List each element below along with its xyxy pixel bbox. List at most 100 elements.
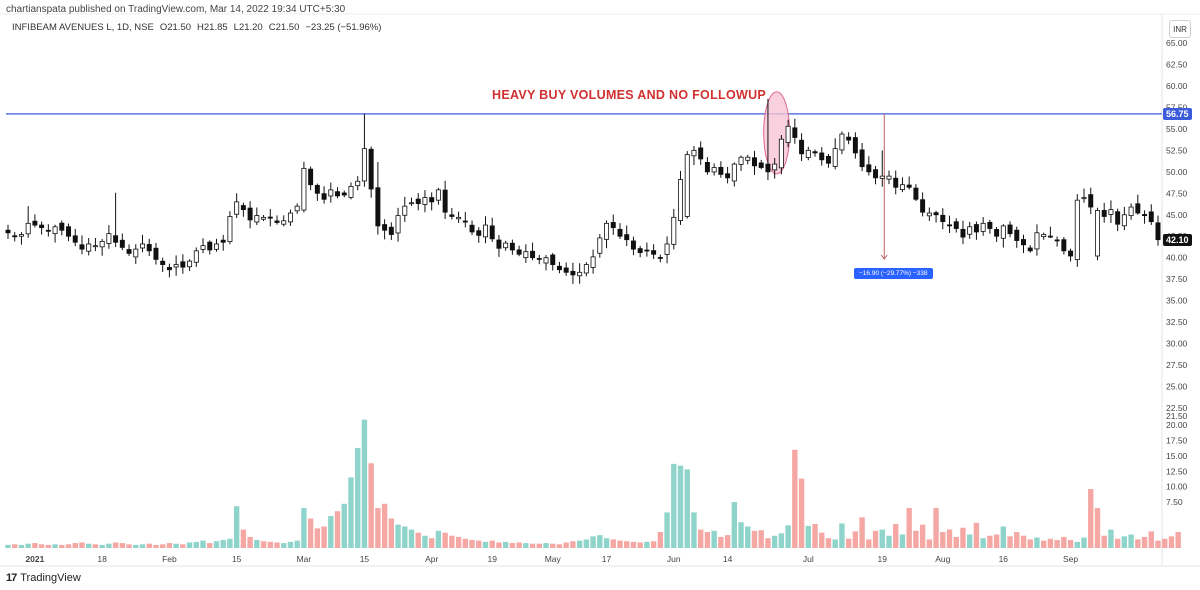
volume-bar [1094, 508, 1101, 548]
candle-body [99, 240, 105, 248]
annotation-text[interactable]: HEAVY BUY VOLUMES AND NO FOLLOWUP [492, 88, 767, 102]
candle-body [180, 261, 186, 268]
candle-body [1047, 235, 1053, 238]
candle-body [348, 186, 354, 198]
candle-body [859, 149, 865, 168]
candle-body [247, 207, 253, 221]
volume-bar [946, 529, 953, 548]
candle-body [926, 212, 932, 217]
volume-bar [718, 536, 724, 548]
volume-bar [247, 536, 253, 548]
price-tick-label: 50.00 [1166, 167, 1188, 177]
measure-label[interactable]: −16.90 (−29.77%) −338 [854, 268, 933, 279]
candle-body [39, 224, 45, 229]
symbol-legend[interactable]: INFIBEAM AVENUES L, 1D, NSE O21.50 H21.85 L… [12, 22, 387, 33]
candle-body [409, 202, 414, 205]
volume-bar [1121, 536, 1128, 548]
candle-body [106, 233, 112, 244]
volume-bar [1014, 532, 1020, 548]
candle-body [462, 220, 468, 223]
volume-bar [832, 539, 838, 548]
candle-body [301, 167, 307, 211]
time-tick-label: Mar [297, 554, 312, 564]
volume-bar [590, 536, 596, 548]
volume-tick-label: 10.00 [1166, 482, 1188, 492]
time-tick-label: 19 [487, 554, 497, 564]
volume-tick-label: 17.50 [1166, 436, 1188, 446]
volume-bar [476, 540, 482, 548]
volume-bar [25, 543, 31, 548]
candle-body [72, 235, 78, 243]
volume-bar [5, 544, 11, 548]
published-by-text: chartianspata published on TradingView.c… [6, 4, 346, 15]
volume-bar [267, 541, 273, 548]
volume-bar [220, 540, 226, 548]
volume-bar [38, 544, 45, 548]
candle-body [240, 205, 246, 211]
candle-body [294, 205, 300, 212]
volume-bar [1108, 529, 1114, 548]
candle-body [153, 247, 159, 260]
candle-body [792, 127, 798, 138]
candle-body [45, 229, 51, 232]
volume-bar [987, 535, 993, 548]
candle-body [516, 249, 522, 255]
candle-body [543, 257, 549, 264]
volume-bar [193, 541, 199, 548]
measure-arrow [880, 254, 888, 260]
volume-bar [765, 538, 771, 548]
volume-bar [812, 524, 818, 548]
volume-bar [301, 508, 307, 548]
candle-body [86, 243, 92, 252]
volume-bar [523, 543, 529, 548]
tradingview-logo[interactable]: 17 TradingView [6, 572, 81, 584]
price-tick-label: 62.50 [1166, 59, 1188, 69]
candle-body [785, 125, 791, 143]
volume-bar [489, 540, 495, 548]
volume-bars [5, 419, 1181, 548]
volume-bar [281, 543, 287, 548]
volume-bar [173, 543, 179, 548]
price-tick-label: 32.50 [1166, 317, 1188, 327]
candle-body [886, 175, 892, 180]
candle-body [388, 226, 394, 235]
volume-bar [805, 525, 811, 548]
volume-tick-label: 20.00 [1166, 420, 1188, 430]
price-tick-label: 30.00 [1166, 339, 1188, 349]
candle-body [873, 169, 879, 179]
price-tick-label: 22.50 [1166, 403, 1188, 413]
candle-body [267, 216, 273, 219]
volume-bar [745, 526, 751, 548]
candle-body [52, 226, 58, 234]
candle-body [79, 244, 85, 250]
volume-bar [785, 525, 791, 548]
candle-body [200, 245, 206, 250]
time-tick-label: 18 [97, 554, 107, 564]
volume-bar [1162, 538, 1168, 548]
candle-body [483, 224, 488, 238]
volume-bar [388, 518, 395, 548]
candle-body [92, 245, 98, 248]
volume-bar [207, 543, 213, 548]
candle-body [651, 250, 657, 255]
candle-body [765, 163, 771, 173]
candle-body [254, 215, 260, 223]
currency-button[interactable]: INR [1169, 20, 1191, 38]
candle-body [213, 243, 219, 250]
volume-bar [691, 512, 697, 548]
candle-body [113, 235, 119, 243]
volume-bar [65, 544, 72, 548]
candle-body [563, 267, 569, 273]
volume-bar [1027, 539, 1033, 548]
price-tick-label: 27.50 [1166, 360, 1188, 370]
volume-bar [872, 530, 879, 548]
change-value: −23.25 (−51.96%) [305, 22, 382, 33]
candle-body [489, 225, 495, 240]
price-tick-label: 25.00 [1166, 382, 1188, 392]
candle-body [550, 254, 556, 265]
candle-body [577, 271, 583, 277]
volume-bar [1175, 532, 1181, 548]
candle-body [967, 226, 973, 235]
candle-body [1027, 247, 1033, 252]
